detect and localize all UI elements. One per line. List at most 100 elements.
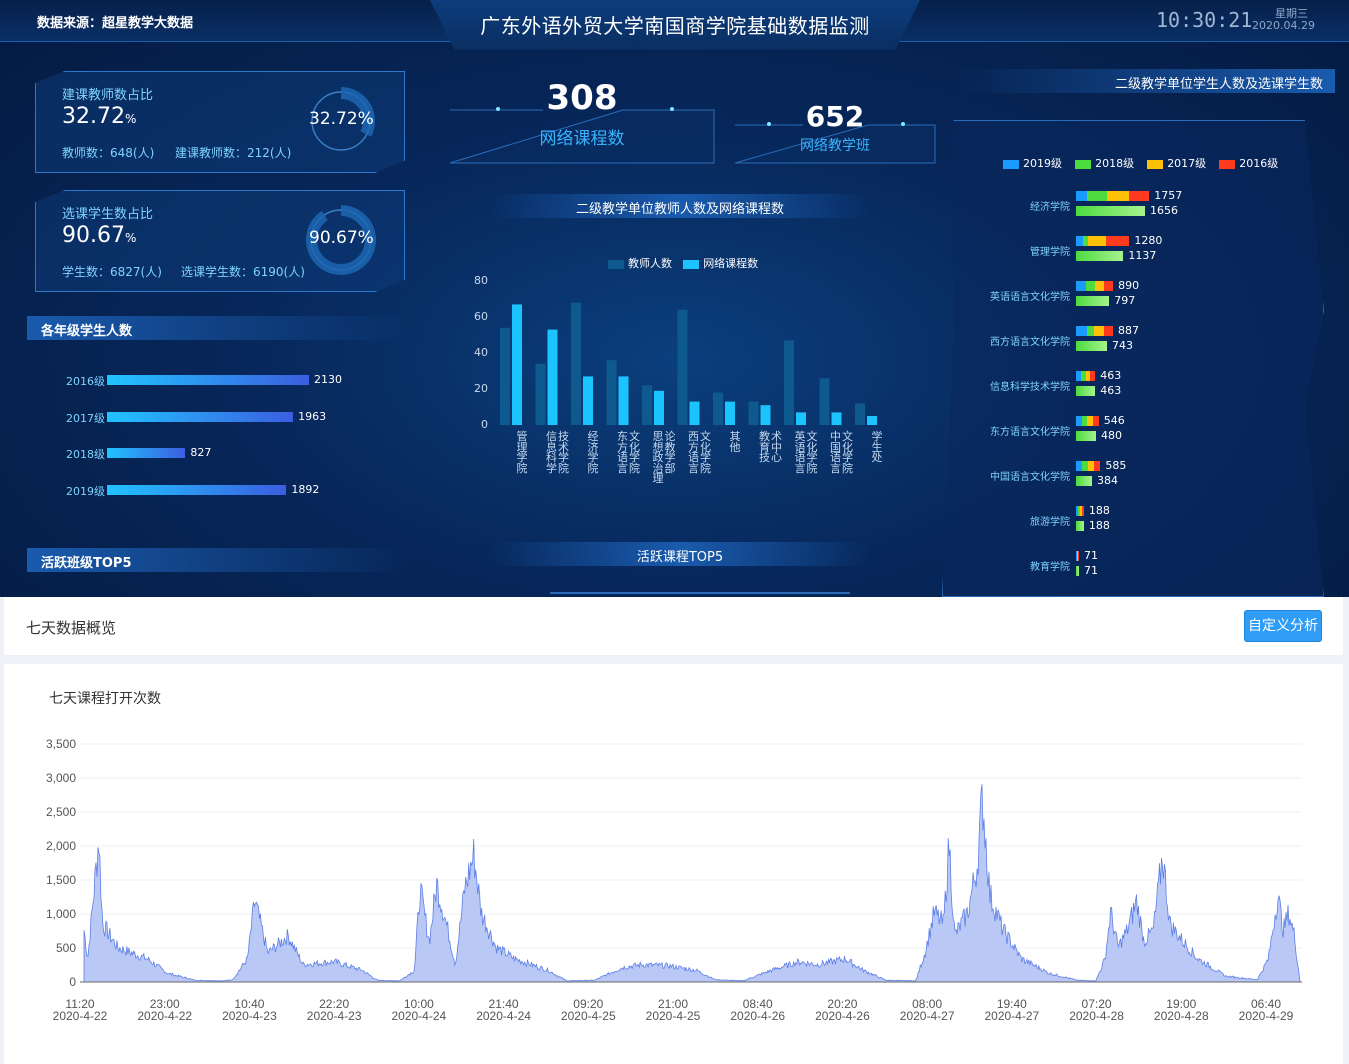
grade-segment — [1079, 506, 1082, 516]
selected-bar — [1076, 431, 1096, 441]
xtick-date: 2020-4-25 — [561, 1009, 616, 1023]
dept-selected: 1656 — [1150, 204, 1178, 217]
dept-total: 71 — [1083, 549, 1098, 562]
dept-label: 旅游学院 — [1030, 517, 1070, 528]
grade-segment — [1080, 371, 1086, 381]
xtick-date: 2020-4-22 — [53, 1009, 108, 1023]
center-xcat: 经 济 学 院 — [587, 430, 599, 475]
grade-segment — [1128, 191, 1150, 201]
xtick-date: 2020-4-22 — [137, 1009, 192, 1023]
student-ratio-value: 90.67% — [62, 223, 137, 248]
teacher-bar — [855, 403, 865, 425]
xtick-time: 21:40 — [489, 997, 519, 1011]
ytick-label: 2,500 — [46, 805, 76, 819]
grade-section-title: 各年级学生人数 — [27, 316, 407, 340]
grade-segment — [1103, 281, 1114, 291]
grade-segment — [1076, 236, 1083, 246]
center-xcat: 文 化 学 院 — [842, 430, 853, 475]
dept-total: 1757 — [1154, 189, 1183, 202]
course-bar — [547, 329, 558, 425]
center-xcat: 其 他 — [729, 430, 741, 454]
open-count-series — [83, 784, 1301, 983]
teacher-bar — [642, 385, 652, 425]
grade-segment — [1076, 506, 1078, 516]
dept-total: 890 — [1118, 279, 1140, 292]
center-xcat: 教 育 技 — [759, 430, 770, 464]
dept-total: 887 — [1117, 324, 1139, 337]
grade-bar — [107, 411, 294, 422]
center-ytick: 40 — [474, 346, 488, 359]
dept-total: 546 — [1103, 414, 1125, 427]
center-xcat: 学 生 处 — [871, 430, 883, 464]
grade-bar — [107, 484, 287, 495]
course-bar — [689, 401, 700, 425]
grade-label: 2019级 — [66, 484, 105, 498]
course-count-label: 网络课程数 — [539, 129, 625, 149]
seven-day-header: 七天数据概览 自定义分析 — [4, 597, 1343, 655]
grade-segment — [1082, 236, 1089, 246]
xtick-time: 22:20 — [319, 997, 349, 1011]
ytick-label: 1,500 — [46, 873, 76, 887]
student-ratio-ring — [306, 205, 376, 275]
course-bar — [796, 412, 806, 425]
grade-segment — [1076, 551, 1077, 561]
selected-student-count: 选课学生数：6190(人) — [181, 265, 305, 279]
grade-segment — [1078, 551, 1079, 561]
grade-segment — [1105, 236, 1130, 246]
center-xcat: 技 术 学 院 — [558, 430, 569, 475]
xtick-time: 19:00 — [1166, 997, 1196, 1011]
weekday: 星期三 — [1275, 7, 1308, 20]
xtick-date: 2020-4-27 — [900, 1009, 955, 1023]
custom-analysis-button[interactable]: 自定义分析 — [1244, 610, 1322, 642]
ytick-label: 1,000 — [46, 907, 76, 921]
teacher-bar — [535, 363, 546, 425]
xtick-time: 08:40 — [743, 997, 773, 1011]
grade-segment — [1094, 326, 1105, 336]
grade-label: 2018级 — [66, 448, 105, 461]
course-bar — [831, 412, 842, 425]
course-bar — [583, 376, 593, 425]
center-bar-chart — [500, 302, 877, 425]
course-bar — [725, 401, 735, 425]
selected-bar — [1076, 296, 1110, 306]
grade-segment — [1107, 191, 1129, 201]
center-chart-title: 二级教学单位教师人数及网络课程数 — [490, 194, 870, 218]
legend-teachers: 教师人数 — [608, 257, 672, 270]
dept-label: 管理学院 — [1030, 247, 1070, 258]
selected-bar — [1076, 566, 1079, 576]
title-plate — [430, 0, 920, 50]
grade-segment — [1077, 551, 1079, 561]
center-xcat: 管 理 学 院 — [516, 430, 528, 475]
teacher-count: 教师数：648(人) — [62, 146, 155, 160]
xtick-date: 2020-4-26 — [815, 1009, 870, 1023]
xtick-date: 2020-4-25 — [646, 1009, 701, 1023]
legend-2017: 2017级 — [1147, 157, 1206, 170]
center-xcat: 信 息 科 学 — [546, 430, 557, 475]
selected-bar — [1076, 251, 1124, 261]
grade-segment — [1076, 371, 1081, 381]
selected-bar — [1076, 206, 1145, 216]
grade-value: 1892 — [291, 482, 320, 496]
active-class-title: 活跃班级TOP5 — [27, 548, 407, 572]
active-course-title: 活跃课程TOP5 — [490, 542, 870, 566]
ytick-label: 500 — [56, 941, 76, 955]
teacher-ratio-ring — [311, 87, 375, 151]
grade-segment — [1076, 326, 1088, 336]
center-xcat: 术 中 心 — [771, 430, 782, 464]
dashboard-panel: 数据来源：超星教学大数据 广东外语外贸大学南国商学院基础数据监测 10:30:2… — [0, 0, 1349, 597]
grade-segment — [1093, 416, 1099, 426]
teacher-ratio-value: 32.72% — [62, 104, 137, 129]
course-bar — [867, 416, 877, 425]
dept-total: 188 — [1088, 504, 1110, 517]
grade-segment — [1090, 371, 1096, 381]
center-xcat: 文 化 学 院 — [629, 430, 640, 475]
xtick-time: 11:20 — [65, 997, 94, 1011]
grade-segment — [1085, 371, 1091, 381]
grade-segment — [1082, 461, 1089, 471]
dept-label: 英语语言文化学院 — [990, 292, 1070, 303]
dept-label: 中国语言文化学院 — [990, 472, 1070, 483]
course-open-chart: 05001,0001,5002,0002,5003,0003,50011:202… — [46, 737, 1302, 1023]
grade-label: 2016级 — [66, 375, 105, 388]
center-xcat: 东 方 语 言 — [617, 430, 628, 475]
active-course-frame — [550, 592, 850, 594]
